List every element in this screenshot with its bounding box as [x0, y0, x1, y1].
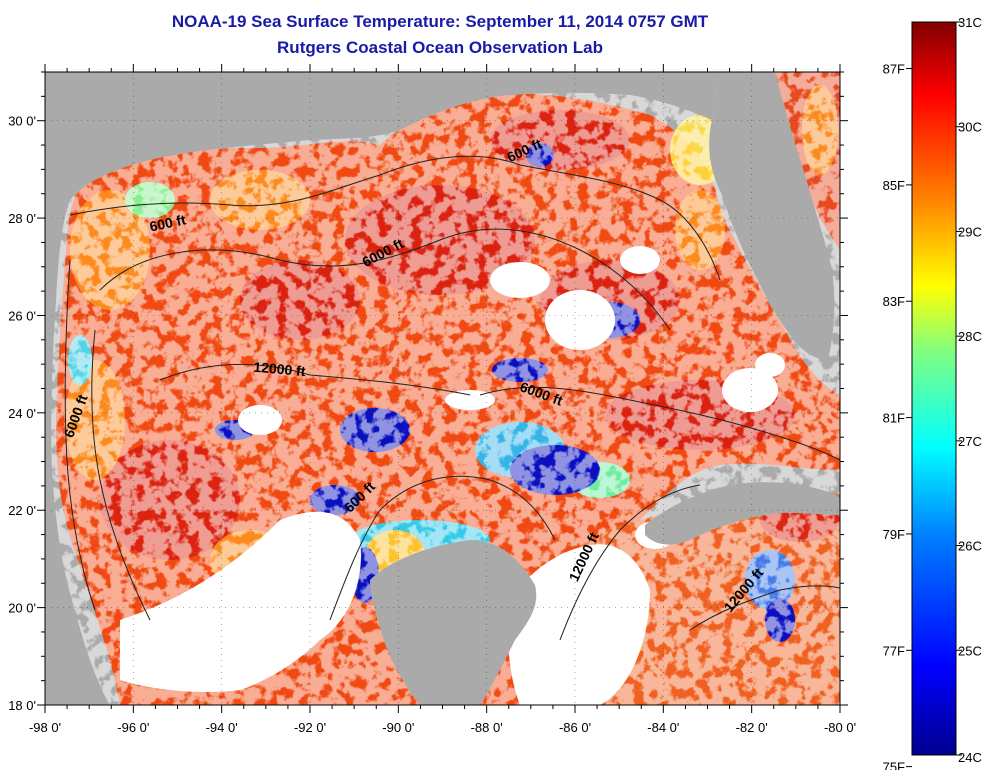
contour-600ft-yucatan: [329, 475, 556, 621]
contour-caribbean: [689, 585, 840, 631]
mexico-west-land: [45, 300, 110, 705]
bathymetry-contours: [64, 155, 840, 641]
lon-tick-label: -98 0': [29, 720, 61, 735]
lon-tick-label: -82 0': [736, 720, 768, 735]
colorbar-c-label: 31C: [958, 15, 982, 30]
lon-tick-label: -80 0': [824, 720, 856, 735]
longitude-axis: -98 0' -96 0' -94 0' -92 0' -90 0' -88 0' -86 …: [29, 64, 856, 735]
lat-tick-label: 26 0': [8, 308, 36, 323]
colorbar-gradient: [911, 21, 957, 756]
colorbar-c-label: 25C: [958, 643, 982, 658]
colorbar-c-label: 27C: [958, 434, 982, 449]
contour-12000ft-south: [559, 484, 701, 641]
colorbar-f-label: 75F: [883, 760, 905, 770]
colorbar-c-label: 28C: [958, 329, 982, 344]
lat-tick-label: 28 0': [8, 211, 36, 226]
contour-600ft-north: [69, 155, 721, 281]
lon-tick-label: -92 0': [294, 720, 326, 735]
lon-tick-label: -84 0': [647, 720, 679, 735]
contour-label: 600 ft: [148, 211, 187, 234]
temperature-colorbar: 31C 30C 29C 28C 27C 26C 25C 24C 87F 85F 83F 81F 79F…: [883, 15, 982, 770]
colorbar-fahrenheit-labels: 87F 85F 83F 81F 79F 77F 75F: [883, 62, 912, 770]
lat-tick-label: 20 0': [8, 601, 36, 616]
colorbar-c-label: 30C: [958, 120, 982, 135]
lon-tick-label: -94 0': [206, 720, 238, 735]
contour-12000ft: [159, 363, 471, 396]
colorbar-f-label: 77F: [883, 643, 905, 658]
lat-tick-label: 22 0': [8, 503, 36, 518]
colorbar-c-label: 29C: [958, 224, 982, 239]
lat-tick-label: 18 0': [8, 698, 36, 713]
colorbar-f-label: 81F: [883, 411, 905, 426]
colorbar-celsius-labels: 31C 30C 29C 28C 27C 26C 25C 24C: [956, 15, 982, 765]
colorbar-c-label: 26C: [958, 539, 982, 554]
lat-tick-label: 30 0': [8, 114, 36, 129]
lat-tick-label: 24 0': [8, 406, 36, 421]
florida-land: [709, 72, 835, 360]
map-title: NOAA-19 Sea Surface Temperature: Septemb…: [171, 12, 709, 31]
colorbar-c-label: 24C: [958, 750, 982, 765]
contour-6000ft-east: [479, 386, 840, 461]
colorbar-f-label: 79F: [883, 527, 905, 542]
yucatan-land: [370, 540, 537, 705]
north-coast-land: [45, 72, 720, 300]
lon-tick-label: -90 0': [382, 720, 414, 735]
map-subtitle: Rutgers Coastal Ocean Observation Lab: [277, 38, 603, 57]
lon-tick-label: -96 0': [117, 720, 149, 735]
colorbar-f-label: 87F: [883, 62, 905, 77]
cuba-land: [645, 482, 840, 545]
colorbar-f-label: 85F: [883, 178, 905, 193]
latitude-axis: 18 0' 20 0' 22 0' 24 0' 26 0' 28 0' 30 0': [8, 71, 848, 713]
lon-tick-label: -88 0': [471, 720, 503, 735]
lon-tick-label: -86 0': [559, 720, 591, 735]
contour-label: 12000 ft: [253, 359, 307, 380]
colorbar-f-label: 83F: [883, 294, 905, 309]
contour-6000ft-north: [99, 228, 671, 331]
contour-6000ft-west: [91, 329, 151, 621]
coordinate-grid: [45, 72, 840, 705]
contour-600ft-west: [64, 259, 96, 611]
